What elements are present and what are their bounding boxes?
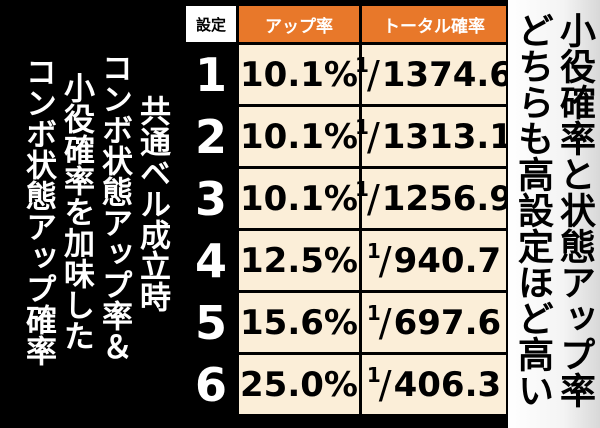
slash: / [366,52,380,97]
numerator: 1 [366,363,381,387]
slash: / [366,114,380,159]
slash: / [366,176,380,221]
numerator: 1 [366,301,381,325]
up-rate-cell: 12.5% [239,231,359,290]
denominator: 1374.6 [381,54,513,95]
table-row: 1 10.1% 1/1374.6 [186,45,513,104]
setting-cell: 3 [186,169,236,228]
total-cell: 1/1374.6 [355,45,513,104]
numerator: 1 [355,53,369,77]
denominator: 1256.9 [381,178,513,219]
total-cell: 1/697.6 [362,293,506,352]
denominator: 1313.1 [381,116,513,157]
setting-cell: 1 [186,45,236,104]
caption-line: コンボ状態アップ率＆ [96,52,132,362]
caption-line: コンボ状態アップ確率 [20,56,56,366]
total-cell: 1/406.3 [362,355,506,414]
up-rate-cell: 10.1% [239,169,359,228]
table-row: 4 12.5% 1/940.7 [186,231,506,290]
setting-cell: 6 [186,355,236,414]
setting-cell: 5 [186,293,236,352]
numerator: 1 [355,115,369,139]
table-row: 2 10.1% 1/1313.1 [186,107,513,166]
setting-cell: 4 [186,231,236,290]
headline-line: 小役確率と状態アップ率 [554,12,595,408]
slash: / [378,362,392,407]
headline-line: どちらも高設定ほど高い [512,12,553,408]
up-rate-cell: 10.1% [239,45,359,104]
header-cell: トータル確率 [362,6,506,42]
numerator: 1 [355,177,369,201]
setting-cell: 2 [186,107,236,166]
denominator: 697.6 [393,302,502,343]
caption-line: 共通ベル成立時 [134,95,170,312]
header-cell: 設定 [186,6,236,42]
up-rate-cell: 10.1% [239,107,359,166]
total-cell: 1/940.7 [362,231,506,290]
total-cell: 1/1256.9 [355,169,513,228]
up-rate-cell: 25.0% [239,355,359,414]
denominator: 940.7 [393,240,502,281]
total-cell: 1/1313.1 [355,107,513,166]
right-panel: 小役確率と状態アップ率 どちらも高設定ほど高い [508,0,600,428]
slash: / [378,238,392,283]
table-row: 6 25.0% 1/406.3 [186,355,506,414]
header-row: 設定 アップ率 トータル確率 [186,6,506,42]
slash: / [378,300,392,345]
caption-line: 小役確率を加味した [58,72,94,351]
header-cell: アップ率 [239,6,359,42]
up-rate-cell: 15.6% [239,293,359,352]
numerator: 1 [366,239,381,263]
denominator: 406.3 [393,364,502,405]
table-row: 5 15.6% 1/697.6 [186,293,506,352]
table-row: 3 10.1% 1/1256.9 [186,169,513,228]
table: 設定 アップ率 トータル確率 1 10.1% 1/1374.6 2 10.1% 1/1313.1… [186,6,513,417]
